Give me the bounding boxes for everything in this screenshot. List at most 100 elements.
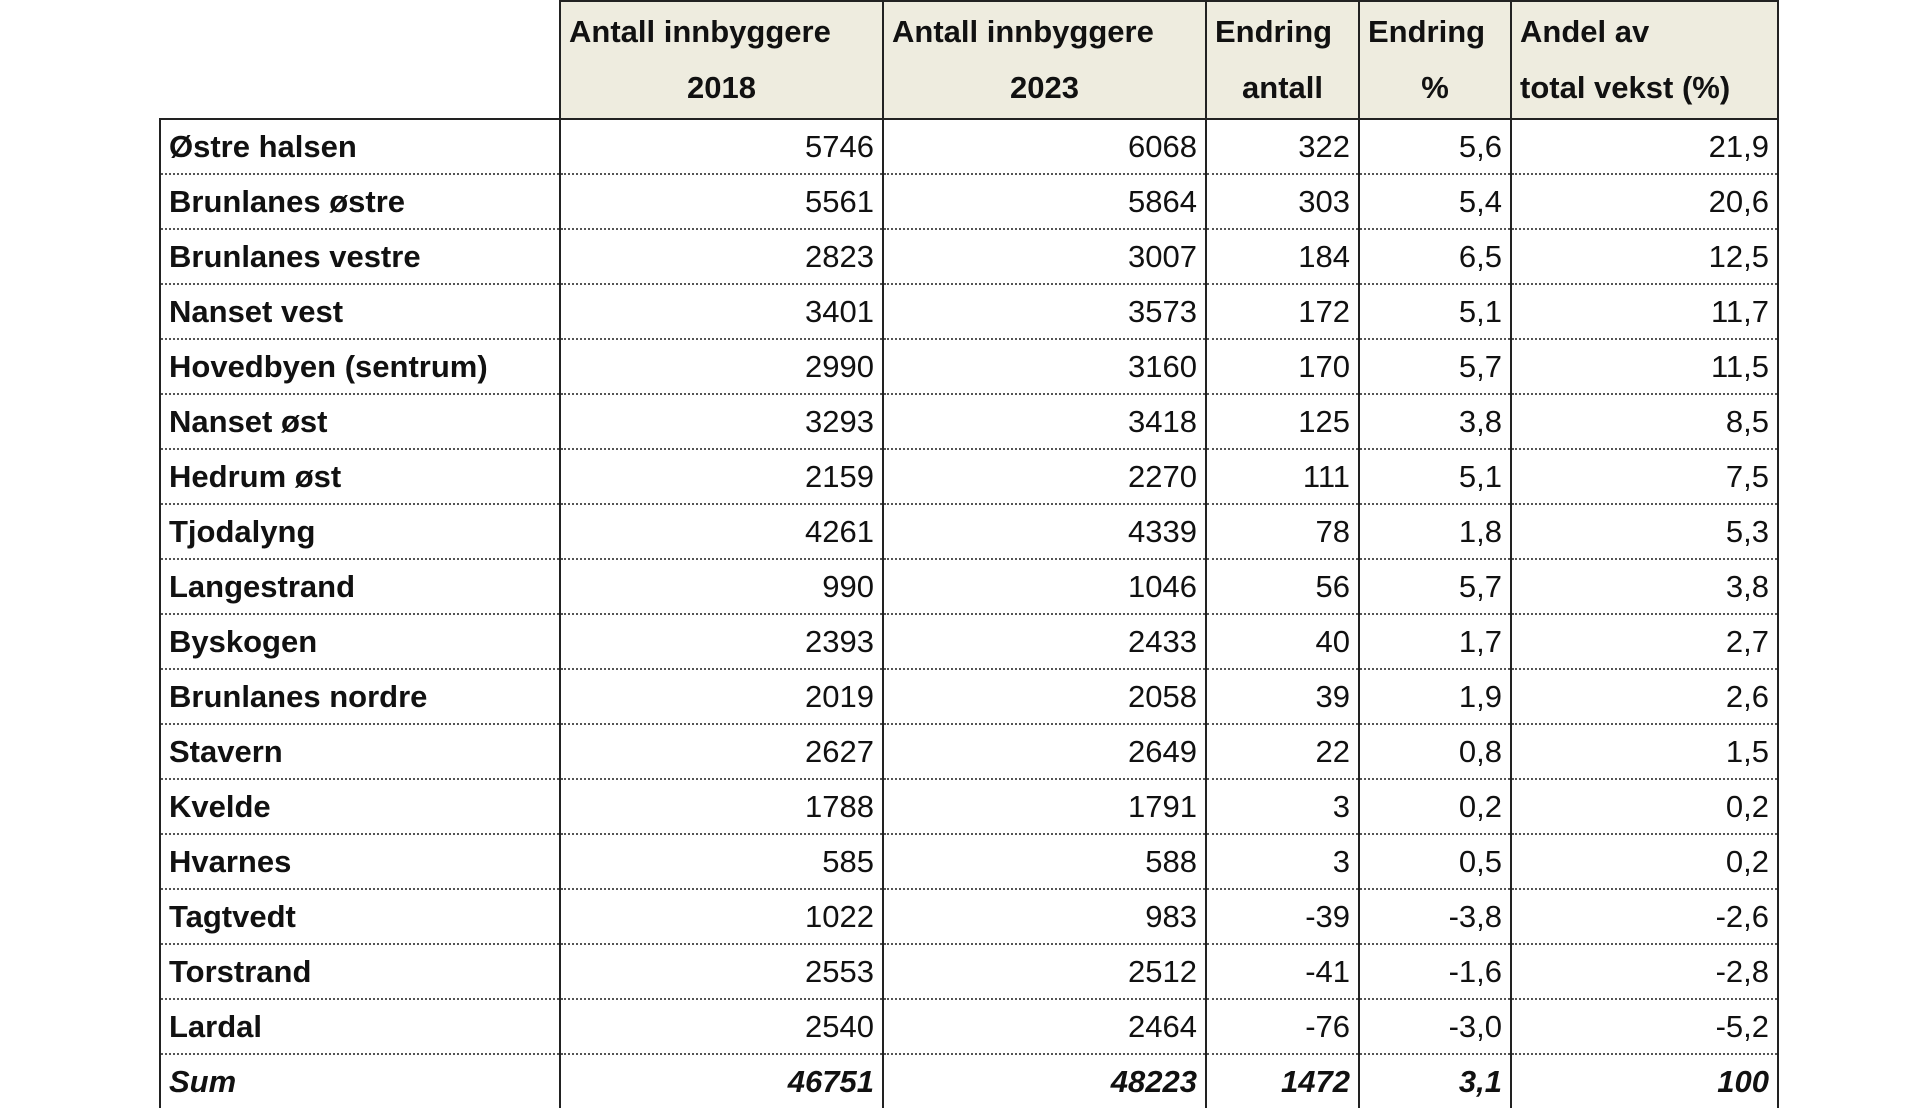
- cell: 3,8: [1510, 559, 1779, 615]
- header-line: 2018: [687, 70, 756, 105]
- cell: 322: [1205, 119, 1360, 175]
- header-line: Endring: [1215, 14, 1333, 49]
- cell: 5,7: [1358, 559, 1512, 615]
- cell: 39: [1205, 669, 1360, 725]
- cell: -5,2: [1510, 999, 1779, 1055]
- data-row: Nanset øst 3293 3418 125 3,8 8,5: [159, 394, 1779, 450]
- cell: 5,1: [1358, 449, 1512, 505]
- header-cell: Antall innbyggere 2018: [559, 0, 884, 120]
- cell: 11,5: [1510, 339, 1779, 395]
- cell: 1791: [882, 779, 1207, 835]
- header-cell: Antall innbyggere 2023: [882, 0, 1207, 120]
- cell: 11,7: [1510, 284, 1779, 340]
- cell: 7,5: [1510, 449, 1779, 505]
- row-label: Hedrum øst: [159, 449, 561, 505]
- row-label: Langestrand: [159, 559, 561, 615]
- row-label: Nanset vest: [159, 284, 561, 340]
- data-row: Brunlanes vestre 2823 3007 184 6,5 12,5: [159, 229, 1779, 285]
- cell: 1022: [559, 889, 884, 945]
- data-row: Hovedbyen (sentrum) 2990 3160 170 5,7 11,5: [159, 339, 1779, 395]
- cell: 2393: [559, 614, 884, 670]
- header-cell: Endring antall: [1205, 0, 1360, 120]
- cell: 585: [559, 834, 884, 890]
- row-label: Østre halsen: [159, 119, 561, 175]
- cell: 3573: [882, 284, 1207, 340]
- cell: -3,8: [1358, 889, 1512, 945]
- cell: -76: [1205, 999, 1360, 1055]
- cell: 0,2: [1510, 834, 1779, 890]
- cell: 125: [1205, 394, 1360, 450]
- data-row: Lardal 2540 2464 -76 -3,0 -5,2: [159, 999, 1779, 1055]
- cell: 983: [882, 889, 1207, 945]
- data-row: Torstrand 2553 2512 -41 -1,6 -2,8: [159, 944, 1779, 1000]
- cell: 303: [1205, 174, 1360, 230]
- header-line: Andel av: [1520, 14, 1650, 49]
- cell: 2058: [882, 669, 1207, 725]
- cell: 1,9: [1358, 669, 1512, 725]
- cell: 1,5: [1510, 724, 1779, 780]
- cell: 46751: [559, 1054, 884, 1108]
- cell: 3160: [882, 339, 1207, 395]
- row-label: Kvelde: [159, 779, 561, 835]
- cell: 4339: [882, 504, 1207, 560]
- row-label: Tjodalyng: [159, 504, 561, 560]
- cell: 1,7: [1358, 614, 1512, 670]
- cell: 5,7: [1358, 339, 1512, 395]
- header-cell: Andel av total vekst (%): [1510, 0, 1779, 120]
- cell: -1,6: [1358, 944, 1512, 1000]
- cell: 2159: [559, 449, 884, 505]
- cell: 5,4: [1358, 174, 1512, 230]
- header-line: 2023: [1010, 70, 1079, 105]
- cell: 78: [1205, 504, 1360, 560]
- cell: 2649: [882, 724, 1207, 780]
- cell: 56: [1205, 559, 1360, 615]
- data-row: Hedrum øst 2159 2270 111 5,1 7,5: [159, 449, 1779, 505]
- header-line: Antall innbyggere: [892, 14, 1154, 49]
- cell: 3,1: [1358, 1054, 1512, 1108]
- cell: -41: [1205, 944, 1360, 1000]
- row-label: Brunlanes nordre: [159, 669, 561, 725]
- cell: 2433: [882, 614, 1207, 670]
- cell: -39: [1205, 889, 1360, 945]
- cell: 588: [882, 834, 1207, 890]
- cell: 2,6: [1510, 669, 1779, 725]
- row-label: Nanset øst: [159, 394, 561, 450]
- cell: 21,9: [1510, 119, 1779, 175]
- cell: 184: [1205, 229, 1360, 285]
- header-cell: Endring%: [1358, 0, 1512, 120]
- cell: 1046: [882, 559, 1207, 615]
- data-row: Østre halsen 5746 6068 322 5,6 21,9: [159, 119, 1779, 175]
- row-label: Lardal: [159, 999, 561, 1055]
- cell: 2990: [559, 339, 884, 395]
- cell: -2,8: [1510, 944, 1779, 1000]
- cell: 2540: [559, 999, 884, 1055]
- data-row: Brunlanes østre 5561 5864 303 5,4 20,6: [159, 174, 1779, 230]
- cell: 8,5: [1510, 394, 1779, 450]
- row-label: Stavern: [159, 724, 561, 780]
- cell: 5746: [559, 119, 884, 175]
- cell: 5,6: [1358, 119, 1512, 175]
- cell: 0,2: [1510, 779, 1779, 835]
- cell: 1,8: [1358, 504, 1512, 560]
- cell: 5,3: [1510, 504, 1779, 560]
- data-row: Brunlanes nordre 2019 2058 39 1,9 2,6: [159, 669, 1779, 725]
- data-row: Nanset vest 3401 3573 172 5,1 11,7: [159, 284, 1779, 340]
- cell: 5864: [882, 174, 1207, 230]
- cell: 0,2: [1358, 779, 1512, 835]
- data-row: Byskogen 2393 2433 40 1,7 2,7: [159, 614, 1779, 670]
- cell: 3293: [559, 394, 884, 450]
- data-row: Kvelde 1788 1791 3 0,2 0,2: [159, 779, 1779, 835]
- row-label: Tagtvedt: [159, 889, 561, 945]
- blank-cell: [160, 1, 560, 120]
- cell: 6,5: [1358, 229, 1512, 285]
- cell: 2627: [559, 724, 884, 780]
- row-label: Hovedbyen (sentrum): [159, 339, 561, 395]
- page: {"table": { "header": [ ["Antall innbygg…: [159, 0, 1779, 1108]
- header-line: %: [1421, 70, 1449, 105]
- cell: 3: [1205, 834, 1360, 890]
- cell: 2553: [559, 944, 884, 1000]
- row-label: Brunlanes vestre: [159, 229, 561, 285]
- data-row: Stavern 2627 2649 22 0,8 1,5: [159, 724, 1779, 780]
- header-line: total vekst (%): [1520, 70, 1731, 105]
- cell: 5561: [559, 174, 884, 230]
